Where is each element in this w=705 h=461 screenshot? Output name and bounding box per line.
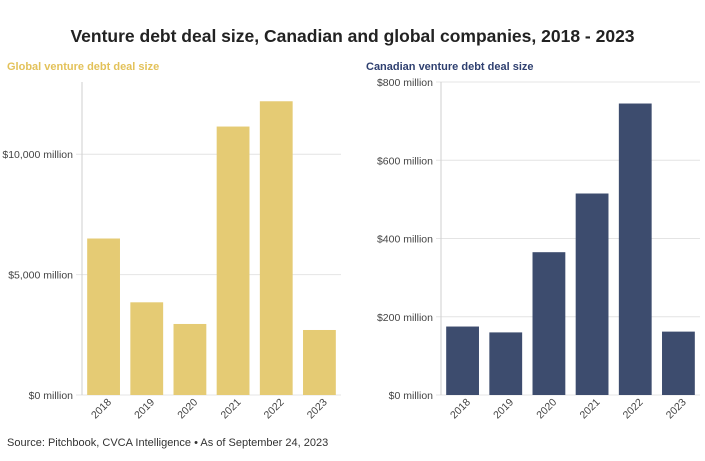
chart-title: Venture debt deal size, Canadian and glo…	[70, 26, 635, 46]
canadian-bar-2019	[489, 332, 523, 395]
canadian-bar-2023	[662, 331, 695, 395]
canadian-x-tick-label: 2018	[448, 396, 473, 421]
global-x-tick-label: 2022	[262, 396, 287, 421]
canadian-bar-2021	[575, 193, 609, 395]
source-note: Source: Pitchbook, CVCA Intelligence • A…	[7, 437, 329, 449]
canadian-y-tick-label: $400 million	[377, 234, 433, 246]
canadian-x-tick-label: 2019	[491, 396, 516, 421]
canadian-y-tick-label: $200 million	[377, 312, 433, 324]
canadian-bar-2018	[446, 326, 479, 395]
global-bar-2023	[303, 329, 336, 395]
canadian-bar-2022	[618, 103, 652, 396]
canadian-x-tick-label: 2020	[534, 396, 559, 421]
global-x-tick-label: 2023	[305, 396, 330, 421]
canadian-panel-title: Canadian venture debt deal size	[366, 61, 534, 73]
global-y-tick-label: $10,000 million	[2, 149, 73, 161]
global-bar-2018	[87, 238, 120, 395]
global-bar-2022	[259, 101, 293, 395]
global-bar-chart: $0 million $5,000 million $10,000 million 2…	[2, 82, 341, 421]
canadian-bar-2020	[532, 252, 566, 395]
global-bar-2019	[130, 302, 164, 395]
global-y-tick-label: $5,000 million	[8, 270, 73, 282]
canadian-y-tick-label: $800 million	[377, 77, 433, 89]
canadian-y-tick-label: $600 million	[377, 155, 433, 167]
global-x-tick-label: 2020	[175, 396, 200, 421]
global-x-tick-label: 2018	[89, 396, 114, 421]
global-panel-title: Global venture debt deal size	[7, 61, 160, 73]
global-bar-2020	[173, 323, 207, 395]
canadian-bar-chart: $0 million $200 million $400 million $600 m…	[377, 77, 700, 421]
global-x-tick-label: 2019	[132, 396, 157, 421]
canadian-x-tick-label: 2022	[621, 396, 646, 421]
global-y-tick-label: $0 million	[29, 390, 74, 402]
global-bar-2021	[216, 126, 250, 396]
canadian-y-tick-label: $0 million	[389, 390, 434, 402]
canadian-x-tick-label: 2023	[664, 396, 689, 421]
canadian-x-tick-label: 2021	[577, 396, 602, 421]
global-x-tick-label: 2021	[218, 396, 243, 421]
